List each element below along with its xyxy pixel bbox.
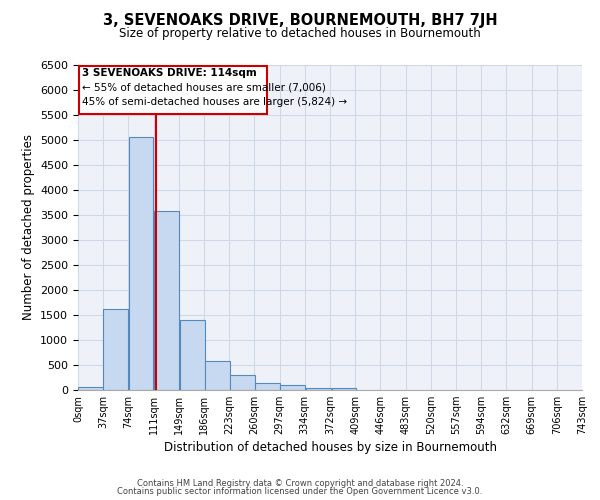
Bar	[179, 320, 205, 390]
Text: 3, SEVENOAKS DRIVE, BOURNEMOUTH, BH7 7JH: 3, SEVENOAKS DRIVE, BOURNEMOUTH, BH7 7JH	[103, 12, 497, 28]
Text: 45% of semi-detached houses are larger (5,824) →: 45% of semi-detached houses are larger (…	[82, 98, 347, 108]
Text: ← 55% of detached houses are smaller (7,006): ← 55% of detached houses are smaller (7,…	[82, 83, 326, 93]
Bar	[280, 385, 305, 390]
Y-axis label: Number of detached properties: Number of detached properties	[22, 134, 35, 320]
Bar	[230, 375, 255, 390]
Bar	[103, 308, 128, 390]
Text: Contains public sector information licensed under the Open Government Licence v3: Contains public sector information licen…	[118, 487, 482, 496]
Bar	[205, 360, 230, 390]
Bar	[305, 388, 331, 390]
Bar	[128, 137, 154, 390]
Text: Contains HM Land Registry data © Crown copyright and database right 2024.: Contains HM Land Registry data © Crown c…	[137, 478, 463, 488]
Bar	[255, 383, 280, 390]
Bar	[78, 386, 103, 390]
FancyBboxPatch shape	[79, 66, 268, 114]
Text: 3 SEVENOAKS DRIVE: 114sqm: 3 SEVENOAKS DRIVE: 114sqm	[82, 68, 257, 78]
Text: Size of property relative to detached houses in Bournemouth: Size of property relative to detached ho…	[119, 28, 481, 40]
Bar	[154, 211, 179, 390]
Bar	[332, 388, 356, 390]
X-axis label: Distribution of detached houses by size in Bournemouth: Distribution of detached houses by size …	[163, 442, 497, 454]
